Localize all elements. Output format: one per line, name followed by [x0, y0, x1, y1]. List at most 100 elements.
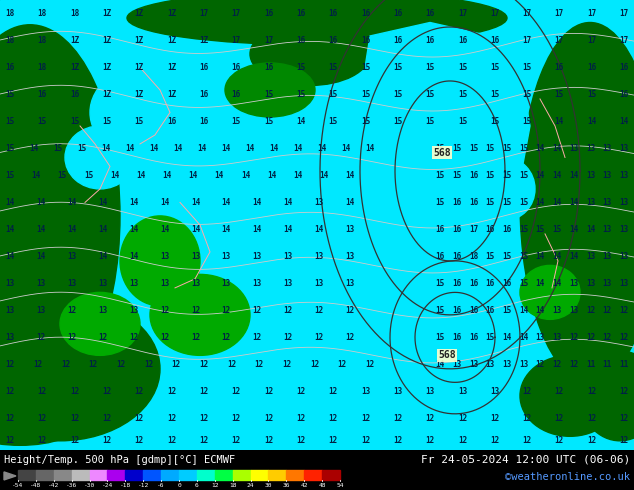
Ellipse shape — [65, 126, 135, 189]
Text: 15: 15 — [361, 63, 370, 72]
Text: 14: 14 — [5, 225, 15, 234]
Text: 12: 12 — [134, 436, 144, 445]
Ellipse shape — [0, 297, 160, 441]
Text: 16: 16 — [361, 36, 370, 45]
Text: 13: 13 — [490, 387, 500, 396]
Text: 13: 13 — [361, 387, 370, 396]
Text: 14: 14 — [5, 252, 15, 261]
Bar — [250, 470, 268, 480]
Text: 12: 12 — [425, 436, 435, 445]
Text: 14: 14 — [36, 225, 46, 234]
Text: 14: 14 — [269, 144, 278, 153]
Bar — [18, 470, 36, 480]
Text: 16: 16 — [452, 306, 462, 315]
Text: 16: 16 — [486, 306, 495, 315]
Text: 1Z: 1Z — [134, 9, 144, 18]
Text: 12: 12 — [67, 306, 77, 315]
Text: 11: 11 — [586, 360, 595, 369]
Text: 15: 15 — [490, 117, 500, 126]
Text: 12: 12 — [160, 333, 169, 342]
Text: 14: 14 — [150, 144, 158, 153]
Text: 13: 13 — [191, 279, 200, 288]
Text: 16: 16 — [469, 333, 478, 342]
Text: 16: 16 — [436, 225, 444, 234]
Bar — [143, 470, 161, 480]
Bar — [304, 470, 322, 480]
Text: 13: 13 — [619, 252, 629, 261]
Text: 15: 15 — [519, 171, 528, 180]
Text: 13: 13 — [552, 306, 562, 315]
Ellipse shape — [580, 351, 634, 441]
Text: 16: 16 — [486, 225, 495, 234]
Text: 16: 16 — [452, 333, 462, 342]
Text: 568: 568 — [433, 148, 451, 158]
Text: 12: 12 — [536, 360, 545, 369]
Ellipse shape — [520, 266, 580, 319]
Text: 13: 13 — [36, 279, 46, 288]
Text: 12: 12 — [458, 436, 467, 445]
Text: 16: 16 — [199, 117, 209, 126]
Text: 12: 12 — [555, 436, 564, 445]
Text: 14: 14 — [241, 171, 250, 180]
Bar — [179, 470, 197, 480]
Text: 13: 13 — [619, 225, 629, 234]
Text: 12: 12 — [231, 387, 241, 396]
Bar — [287, 470, 304, 480]
Ellipse shape — [250, 23, 370, 85]
Text: 12: 12 — [328, 387, 338, 396]
Text: 16: 16 — [469, 171, 478, 180]
Text: 1Z: 1Z — [102, 63, 112, 72]
Text: 13: 13 — [5, 306, 15, 315]
Text: 13: 13 — [283, 279, 293, 288]
Text: 14: 14 — [29, 144, 39, 153]
Text: 14: 14 — [569, 198, 578, 207]
Text: 14: 14 — [552, 171, 562, 180]
Text: 16: 16 — [167, 117, 176, 126]
Text: 12: 12 — [587, 414, 597, 423]
Text: 14: 14 — [162, 171, 172, 180]
Text: 17: 17 — [619, 9, 629, 18]
Text: 14: 14 — [555, 117, 564, 126]
Text: 18: 18 — [469, 252, 478, 261]
Text: 18: 18 — [229, 483, 236, 488]
Ellipse shape — [0, 400, 80, 445]
Bar — [268, 470, 287, 480]
Text: 18: 18 — [37, 36, 47, 45]
Text: 17: 17 — [587, 36, 597, 45]
Text: 15: 15 — [490, 63, 500, 72]
Text: 15: 15 — [522, 63, 532, 72]
Text: 12: 12 — [296, 387, 306, 396]
Text: 12: 12 — [458, 414, 467, 423]
Text: 17: 17 — [231, 36, 241, 45]
Text: 13: 13 — [586, 198, 595, 207]
Text: 16: 16 — [452, 252, 462, 261]
Text: 14: 14 — [619, 117, 629, 126]
Text: 12: 12 — [314, 306, 324, 315]
Text: 12: 12 — [586, 333, 595, 342]
Text: 13: 13 — [346, 279, 354, 288]
Text: 12: 12 — [264, 436, 273, 445]
Text: 16: 16 — [587, 63, 597, 72]
Text: 15: 15 — [502, 198, 512, 207]
Text: 14: 14 — [552, 198, 562, 207]
Text: 12: 12 — [89, 360, 98, 369]
Text: 12: 12 — [603, 333, 612, 342]
Text: 568: 568 — [438, 350, 456, 360]
Text: -30: -30 — [84, 483, 95, 488]
Text: 12: 12 — [264, 414, 273, 423]
Text: 12: 12 — [167, 436, 176, 445]
Text: 16: 16 — [393, 36, 403, 45]
Text: 16: 16 — [199, 90, 209, 99]
Text: 14: 14 — [129, 225, 138, 234]
Text: 15: 15 — [502, 144, 512, 153]
Text: 12: 12 — [116, 360, 126, 369]
Text: 14: 14 — [222, 198, 231, 207]
Text: 18: 18 — [37, 63, 47, 72]
Text: 15: 15 — [5, 90, 15, 99]
Text: 1Z: 1Z — [70, 36, 79, 45]
Text: 11: 11 — [603, 360, 612, 369]
Text: 16: 16 — [469, 279, 478, 288]
Text: 14: 14 — [365, 144, 375, 153]
Text: 18: 18 — [70, 9, 79, 18]
Text: 16: 16 — [452, 198, 462, 207]
